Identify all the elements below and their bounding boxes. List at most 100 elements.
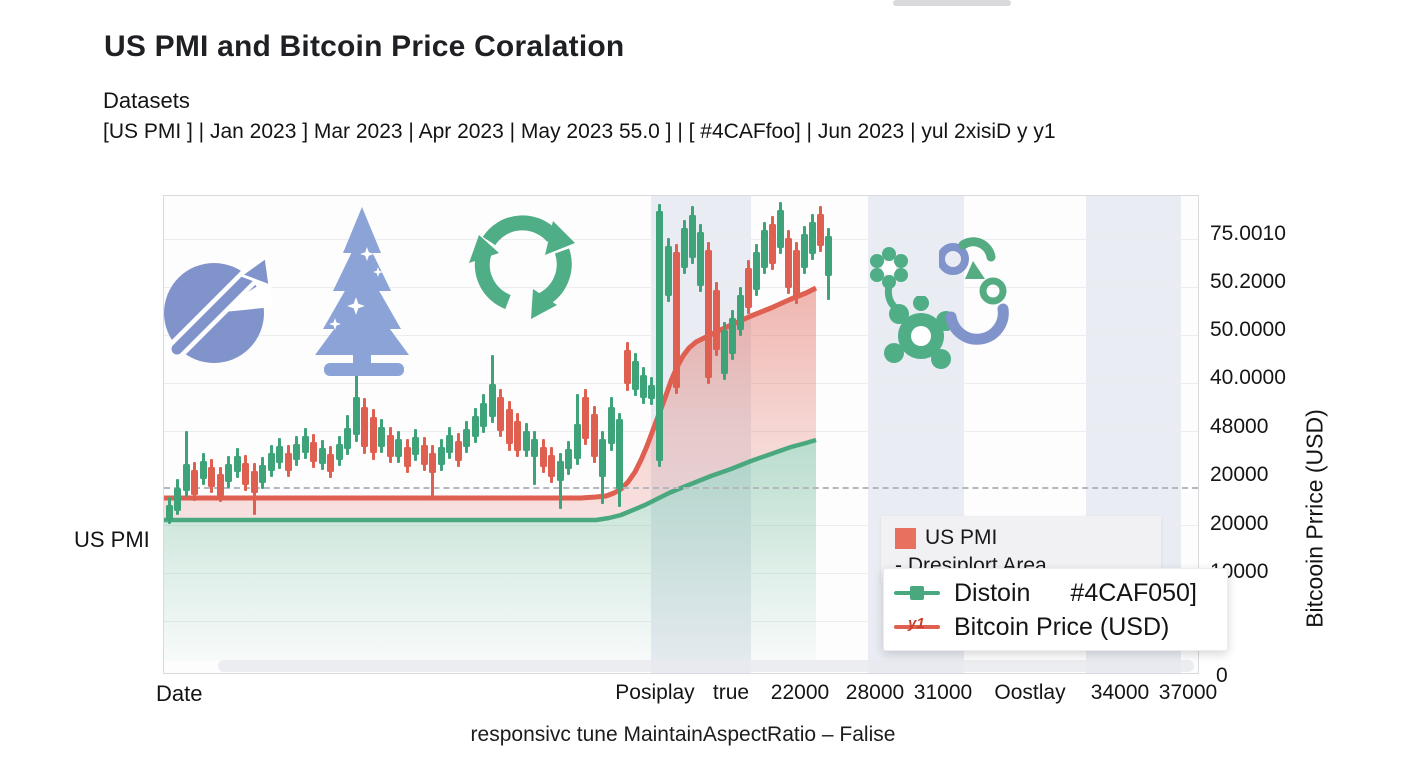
christmas-tree-icon [315,207,409,376]
candle-wick [532,431,536,485]
legend-main-box[interactable]: Distoin #4CAF050] y1 Bitcoin Price (USD) [883,568,1228,651]
candlestick [454,441,462,461]
candlestick [335,444,343,460]
candlestick [360,407,368,447]
x-tick-label: 34000 [1090,681,1150,704]
candlestick [623,350,631,384]
x-tick-label: 22000 [770,681,830,704]
page-title: US PMI and Bitcoin Price Coralation [104,30,625,63]
legend-bitcoin-label: Bitcoin Price (USD) [954,612,1170,641]
candlestick [816,214,824,246]
gridline [164,287,1198,288]
plot-area [163,195,1199,674]
candlestick [564,449,572,469]
candlestick [309,442,317,462]
pmi-swatch-icon [895,527,916,549]
candlestick [479,403,487,427]
btc-area-line [164,285,818,501]
candlestick [224,464,232,482]
candlestick [776,210,784,248]
candlestick [688,215,696,258]
candlestick [768,224,776,264]
y-tick-zero: 0 [1216,664,1228,687]
y-axis-title-left: US PMI [74,527,150,552]
datasets-list: [US PMI ] | Jan 2023 ] Mar 2023 | Apr 20… [103,120,1056,143]
candlestick [704,250,712,378]
candlestick [539,447,547,467]
candlestick [496,397,504,431]
candlestick [216,474,224,496]
y-tick-label: 75.0010 [1210,222,1286,245]
candlestick [428,453,436,473]
candlestick [647,385,655,399]
candle-wick [558,453,562,509]
dashed-gridline [164,487,1198,489]
candlestick [581,397,589,439]
candlestick [736,295,744,330]
candlestick [267,453,275,471]
top-decoration-bar [893,0,1011,6]
candlestick [258,465,266,483]
candlestick [318,448,326,464]
x-tick-label: 37000 [1158,681,1218,704]
x-tick-label: 31000 [913,681,973,704]
candlestick [326,454,334,472]
candlestick [403,447,411,467]
btc-area-fill [164,288,816,520]
candlestick [547,455,555,477]
candlestick [394,439,402,457]
candlestick [800,234,808,268]
x-tick-label: 28000 [845,681,905,704]
x-tick-label: true [712,681,750,704]
candlestick [411,437,419,455]
candlestick [369,417,377,453]
gridline [164,335,1198,336]
candlestick [664,246,672,296]
x-tick-label: Posiplay [615,681,695,704]
candlestick [173,488,181,511]
legend-item-bitcoin[interactable]: y1 Bitcoin Price (USD) [894,610,1227,644]
y-tick-label: 50.0000 [1210,318,1286,341]
candlestick [712,290,720,350]
green-line-marker-icon [894,585,940,601]
candlestick [744,268,752,308]
footer-caption: responsivc tune MaintainAspectRatio – Fa… [470,723,896,746]
candlestick [522,431,530,451]
y-tick-label: 40.0000 [1210,366,1286,389]
candlestick [165,505,173,520]
candlestick [505,409,513,444]
candlestick [680,228,688,268]
candlestick [728,318,736,354]
bottom-axis-strip [218,660,1194,672]
candlestick [513,421,521,451]
candlestick [207,467,215,487]
legend-item-distoin[interactable]: Distoin #4CAF050] [894,576,1227,610]
candlestick [386,435,394,457]
candlestick [598,439,606,477]
candlestick [420,445,428,465]
candlestick [639,375,647,398]
candlestick [343,428,351,449]
legend-distoin-suffix: #4CAF050] [1070,578,1197,607]
candlestick [752,252,760,290]
candlestick [607,407,615,444]
candlestick [530,439,538,457]
y-tick-label: 48000 [1210,415,1269,438]
candlestick [556,461,564,481]
candlestick [615,419,623,489]
candlestick [250,471,258,493]
candlestick [573,424,581,459]
candlestick [233,456,241,472]
candlestick [292,444,300,460]
datasets-heading: Datasets [103,88,190,113]
candlestick [437,447,445,465]
candlestick [352,397,360,435]
candlestick [275,446,283,463]
pie-chart-arrow-icon [164,254,273,363]
candlestick [488,384,496,417]
candlestick [792,250,800,298]
candlestick [590,414,598,457]
y-tick-label: 20000 [1210,463,1269,486]
y-tick-label: 20000 [1210,512,1269,535]
